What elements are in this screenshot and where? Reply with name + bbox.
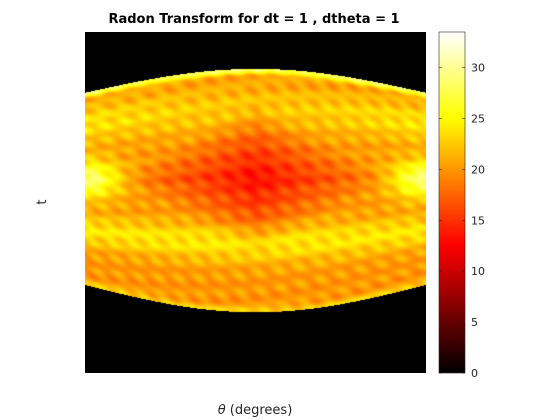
- x-axis-theta-symbol: θ: [218, 403, 226, 418]
- colorbar-gradient: [439, 32, 465, 373]
- colorbar-tick-label-2: 10: [471, 265, 485, 278]
- colorbar-tick-label-3: 15: [471, 214, 485, 227]
- colorbar-tick-label-5: 25: [471, 113, 485, 126]
- heatmap-plot: [85, 32, 426, 373]
- radon-heatmap: [85, 32, 426, 373]
- colorbar-tick-label-1: 5: [471, 316, 478, 329]
- x-axis-label: θ (degrees): [218, 403, 293, 418]
- x-axis-unit: (degrees): [226, 403, 293, 418]
- chart-title: Radon Transform for dt = 1 , dtheta = 1: [108, 12, 399, 27]
- colorbar-tick-label-0: 0: [471, 367, 478, 380]
- colorbar: 0 5 10 15 20 25 30: [438, 31, 485, 380]
- colorbar-tick-label-4: 20: [471, 163, 485, 176]
- colorbar-tick-label-6: 30: [471, 62, 485, 75]
- y-axis-label: t: [35, 199, 50, 204]
- colorbar-border: [438, 31, 466, 374]
- colorbar-ticks: 0 5 10 15 20 25 30: [439, 62, 485, 380]
